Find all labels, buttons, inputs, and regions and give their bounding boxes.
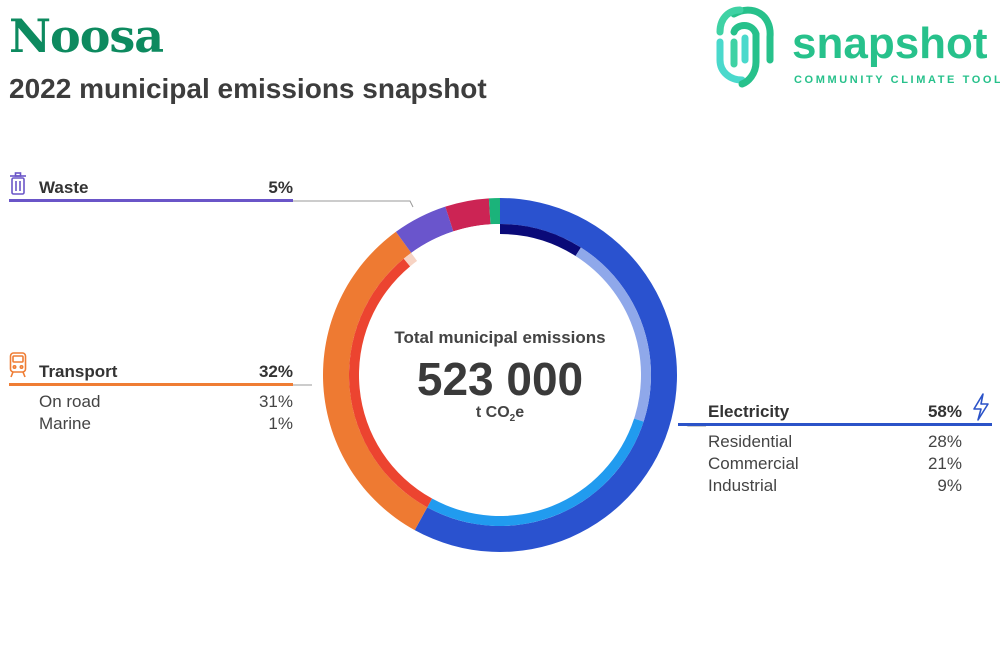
outer-segment-1	[322, 231, 428, 531]
transport-percent: 32%	[258, 362, 293, 381]
outer-ring	[322, 198, 678, 552]
inner-segment-2	[427, 418, 644, 526]
trash-icon	[10, 172, 26, 195]
inner-segment-1	[575, 247, 651, 422]
inner-segment-4	[403, 252, 418, 267]
snapshot-logo: snapshot COMMUNITY CLIMATE TOOL	[712, 2, 1000, 92]
electricity-item-industrial: Industrial 9%	[708, 476, 962, 495]
sector-transport: Transport 32% On road 31% Marine 1%	[9, 352, 293, 434]
chart-title: Total municipal emissions	[394, 328, 606, 347]
total-emissions-unit: t CO2e	[475, 404, 525, 425]
train-icon	[9, 352, 27, 378]
logo-tagline: COMMUNITY CLIMATE TOOL	[794, 74, 1000, 86]
waste-leader-line	[293, 200, 414, 208]
waste-percent: 5%	[268, 178, 293, 197]
inner-segment-5	[411, 224, 500, 261]
inner-segment-0	[500, 224, 581, 256]
transport-label: Transport	[39, 362, 118, 381]
waste-label: Waste	[39, 178, 89, 197]
inner-ring	[349, 224, 651, 526]
transport-underline	[9, 383, 293, 386]
outer-segment-4	[488, 198, 500, 225]
electricity-underline	[678, 423, 992, 426]
waste-underline	[9, 199, 293, 202]
lightning-icon	[973, 393, 989, 421]
logo-wordmark: snapshot	[792, 19, 988, 68]
outer-segment-2	[395, 206, 454, 253]
outer-segment-0	[414, 198, 678, 552]
electricity-item-commercial: Commercial 21%	[708, 454, 962, 473]
page-title: Noosa	[9, 9, 164, 63]
total-emissions-value: 523 000	[416, 353, 584, 405]
sector-electricity: Electricity 58% Residential 28% Commerci…	[678, 400, 992, 496]
sector-waste: Waste 5%	[9, 172, 293, 202]
electricity-item-residential: Residential 28%	[708, 432, 962, 451]
transport-item-on-road: On road 31%	[39, 392, 293, 411]
fingerprint-logo-icon	[716, 6, 774, 88]
page-subtitle: 2022 municipal emissions snapshot	[9, 73, 487, 104]
electricity-label: Electricity	[708, 402, 790, 421]
inner-segment-3	[349, 258, 433, 508]
transport-item-marine: Marine 1%	[39, 414, 293, 433]
outer-segment-3	[445, 198, 491, 232]
electricity-percent: 58%	[927, 402, 962, 421]
